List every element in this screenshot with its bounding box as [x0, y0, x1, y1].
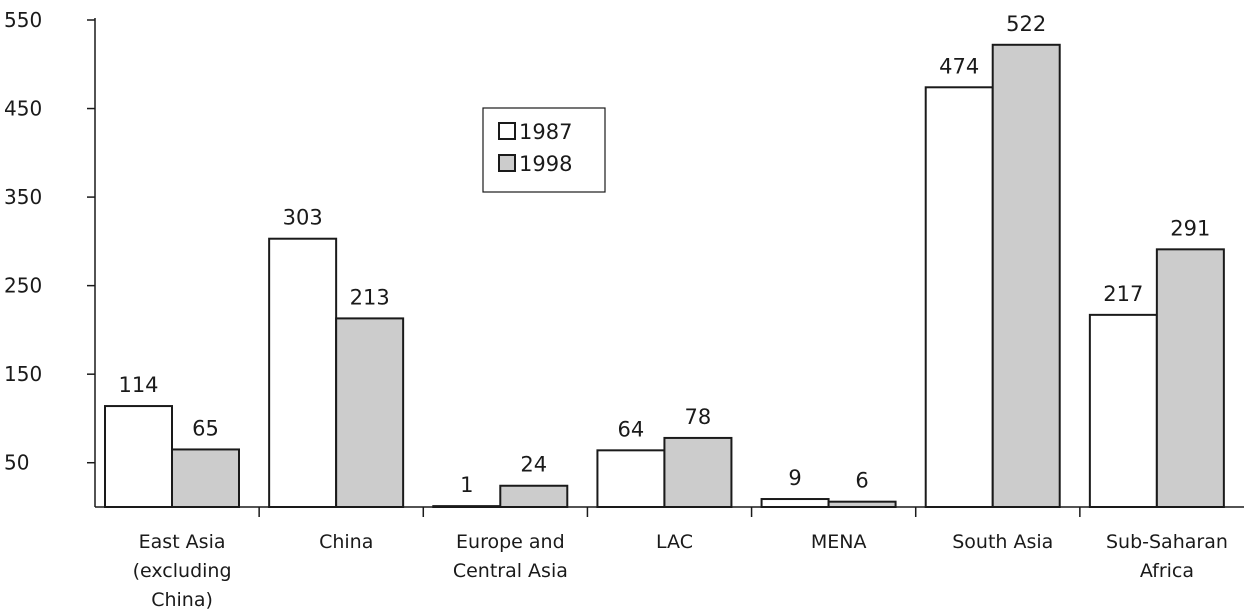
bar-1998-1 — [335, 317, 405, 509]
bar-1987-5 — [924, 86, 994, 508]
legend-swatch-1987 — [498, 122, 516, 140]
legend: 1987 1998 — [482, 107, 606, 193]
category-labels: East Asia (excluding China) China Europe and… — [133, 531, 1228, 611]
y-tick-label: 450 — [4, 97, 42, 121]
data-label-1998-2: 24 — [520, 453, 547, 477]
y-tick-label: 350 — [4, 185, 42, 209]
legend-label-1987: 1987 — [519, 120, 572, 144]
bar-1998-4 — [827, 500, 897, 509]
data-label-1987-0: 114 — [118, 373, 158, 397]
category-label: China — [319, 531, 373, 553]
bar-1987-0 — [104, 405, 173, 509]
data-label-1998-3: 78 — [685, 405, 712, 429]
bars — [104, 43, 1225, 509]
legend-swatch-1998 — [498, 154, 516, 172]
category-label: Sub-Saharan — [1106, 531, 1228, 553]
category-label: Central Asia — [453, 560, 568, 582]
data-labels: 114 303 1 64 9 474 217 65 213 24 78 6 522 291 — [118, 12, 1210, 497]
data-label-1987-2: 1 — [460, 473, 473, 497]
y-axis: 50 150 250 350 450 550 — [4, 8, 96, 507]
bar-1998-5 — [991, 43, 1061, 509]
bar-1998-2 — [499, 484, 569, 508]
data-label-1998-4: 6 — [855, 469, 868, 493]
category-label: (excluding — [133, 560, 232, 582]
bar-1987-3 — [596, 449, 666, 508]
category-label: China) — [151, 589, 213, 611]
y-tick-label: 550 — [4, 8, 42, 32]
data-label-1987-1: 303 — [283, 206, 323, 230]
data-label-1987-4: 9 — [788, 466, 801, 490]
bar-1987-4 — [760, 498, 830, 509]
data-label-1987-3: 64 — [618, 417, 645, 441]
data-label-1987-5: 474 — [939, 54, 979, 78]
category-label: Africa — [1140, 560, 1194, 582]
legend-label-1998: 1998 — [519, 152, 572, 176]
data-label-1998-0: 65 — [192, 416, 219, 440]
category-label: East Asia — [139, 531, 226, 553]
y-tick-label: 150 — [4, 362, 42, 386]
category-label: Europe and — [456, 531, 565, 553]
data-label-1998-5: 522 — [1006, 12, 1046, 36]
bar-1987-6 — [1088, 313, 1158, 508]
x-axis — [95, 506, 1244, 517]
data-label-1998-6: 291 — [1170, 216, 1210, 240]
y-tick-label: 250 — [4, 274, 42, 298]
category-label: LAC — [656, 531, 693, 553]
data-label-1987-6: 217 — [1103, 282, 1143, 306]
category-label: MENA — [811, 531, 867, 553]
bar-1998-6 — [1155, 248, 1225, 508]
y-tick-label: 50 — [4, 451, 29, 475]
bar-1987-2 — [432, 505, 502, 508]
bar-1998-0 — [171, 448, 240, 509]
data-label-1998-1: 213 — [350, 285, 390, 309]
category-label: South Asia — [952, 531, 1053, 553]
bar-1987-1 — [268, 237, 338, 508]
bar-1998-3 — [663, 436, 733, 508]
